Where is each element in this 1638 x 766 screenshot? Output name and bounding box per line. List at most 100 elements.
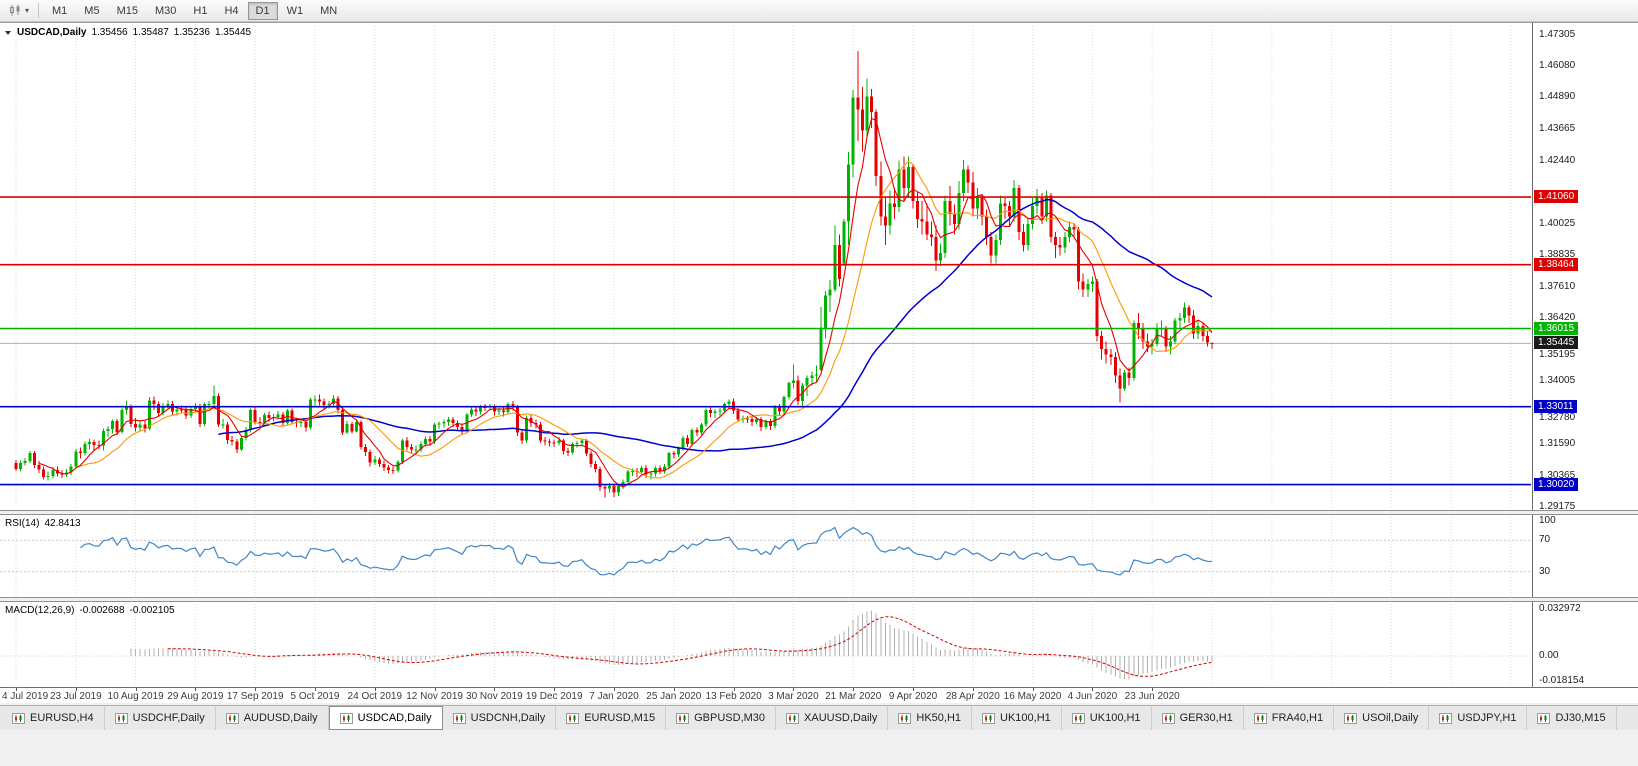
macd-histogram bbox=[130, 610, 1213, 680]
chart-tab-11-GER30-H1[interactable]: GER30,H1 bbox=[1152, 706, 1244, 730]
chart-menu-button[interactable]: ▾ bbox=[4, 3, 33, 18]
time-axis-label: 19 Dec 2019 bbox=[525, 691, 583, 702]
time-axis-label: 9 Apr 2020 bbox=[888, 691, 938, 702]
chart-tab-label: GBPUSD,M30 bbox=[694, 712, 766, 724]
rsi-axis-label: 100 bbox=[1539, 515, 1556, 526]
chart-tab-7-XAUUSD-Daily[interactable]: XAUUSD,Daily bbox=[776, 706, 889, 730]
ohlc-high: 1.35487 bbox=[132, 27, 169, 38]
chart-tab-2-AUDUSD-Daily[interactable]: AUDUSD,Daily bbox=[216, 706, 329, 730]
chart-window: 1.41060 1.38464 1.36015 1.35445 1.33011 1.300… bbox=[0, 22, 1638, 703]
time-axis-label: 13 Feb 2020 bbox=[705, 691, 762, 702]
time-axis-label: 3 Mar 2020 bbox=[768, 691, 819, 702]
time-axis-label: 21 Mar 2020 bbox=[825, 691, 882, 702]
time-axis-tick bbox=[733, 688, 735, 691]
period-button-D1[interactable]: D1 bbox=[247, 1, 278, 20]
chart-tab-10-UK100-H1[interactable]: UK100,H1 bbox=[1062, 706, 1152, 730]
time-axis-label: 16 May 2020 bbox=[1003, 691, 1062, 702]
chart-tab-14-USDJPY-H1[interactable]: USDJPY,H1 bbox=[1429, 706, 1528, 730]
price-axis-label: 1.29175 bbox=[1539, 500, 1576, 512]
chart-tab-1-USDCHF-Daily[interactable]: USDCHF,Daily bbox=[105, 706, 216, 730]
mini-chart-icon bbox=[1537, 712, 1551, 724]
rsi-indicator-label: RSI(14) 42.8413 bbox=[5, 518, 81, 529]
period-button-M5[interactable]: M5 bbox=[84, 4, 100, 17]
period-button-M15[interactable]: M15 bbox=[116, 4, 138, 17]
chart-tab-label: HK50,H1 bbox=[916, 712, 962, 724]
chart-tab-label: USOil,Daily bbox=[1362, 712, 1419, 724]
chart-tab-3-USDCAD-Daily[interactable]: USDCAD,Daily bbox=[328, 706, 443, 730]
time-axis-tick bbox=[494, 688, 496, 691]
price-level-badge: 1.36015 bbox=[1534, 321, 1579, 335]
time-axis-tick bbox=[1152, 688, 1154, 691]
chart-tab-label: USDCNH,Daily bbox=[470, 712, 546, 724]
chart-tab-12-FRA40-H1[interactable]: FRA40,H1 bbox=[1244, 706, 1335, 730]
panel-splitter[interactable] bbox=[0, 597, 1638, 602]
time-axis-tick bbox=[673, 688, 675, 691]
time-axis[interactable]: 4 Jul 2019 23 Jul 2019 10 Aug 2019 29 Aug 2… bbox=[0, 687, 1638, 703]
ohlc-open: 1.35456 bbox=[91, 27, 128, 38]
price-axis[interactable]: 1.41060 1.38464 1.36015 1.35445 1.33011 1.300… bbox=[1532, 23, 1638, 687]
time-axis-label: 5 Oct 2019 bbox=[290, 691, 340, 702]
chart-tab-label: USDCAD,Daily bbox=[357, 712, 432, 724]
mini-chart-icon bbox=[225, 712, 239, 724]
period-button-H4[interactable]: H4 bbox=[224, 4, 239, 17]
chart-tab-5-EURUSD-M15[interactable]: EURUSD,M15 bbox=[556, 706, 667, 730]
time-axis-label: 25 Jan 2020 bbox=[646, 691, 702, 702]
chart-tab-6-GBPUSD-M30[interactable]: GBPUSD,M30 bbox=[666, 706, 777, 730]
toolbar-separator bbox=[38, 3, 40, 18]
period-button-M1[interactable]: M1 bbox=[52, 4, 68, 17]
macd-axis-label: 0.00 bbox=[1539, 650, 1559, 662]
macd-signal-line bbox=[167, 616, 1213, 677]
price-level-badge: 1.30020 bbox=[1534, 477, 1579, 491]
mini-chart-icon bbox=[982, 712, 996, 724]
time-axis-label: 10 Aug 2019 bbox=[107, 691, 164, 702]
macd-main-value: -0.002688 bbox=[79, 605, 125, 616]
chart-symbol-period: USDCAD,Daily bbox=[17, 27, 87, 38]
time-axis-tick bbox=[972, 688, 974, 691]
macd-panel-graphics bbox=[0, 610, 1531, 680]
mini-chart-icon bbox=[1161, 712, 1175, 724]
chart-dropdown-arrow-icon bbox=[5, 30, 11, 35]
horizontal-level-lines bbox=[0, 196, 1531, 486]
time-axis-tick bbox=[1032, 688, 1034, 691]
chart-tab-13-USOil-Daily[interactable]: USOil,Daily bbox=[1334, 706, 1430, 730]
price-axis-label: 1.43665 bbox=[1539, 123, 1576, 135]
ohlc-low: 1.35236 bbox=[173, 27, 210, 38]
mini-chart-icon bbox=[1071, 712, 1085, 724]
chart-tab-9-UK100-H1[interactable]: UK100,H1 bbox=[972, 706, 1062, 730]
macd-indicator-label: MACD(12,26,9) -0.002688 -0.002105 bbox=[5, 605, 175, 616]
time-axis-tick bbox=[554, 688, 556, 691]
time-axis-tick bbox=[853, 688, 855, 691]
panel-splitter[interactable] bbox=[0, 510, 1638, 515]
period-button-MN[interactable]: MN bbox=[320, 4, 338, 17]
chart-title: USDCAD,Daily 1.35456 1.35487 1.35236 1.3… bbox=[4, 27, 251, 38]
price-axis-label: 1.47305 bbox=[1539, 28, 1576, 40]
price-axis-label: 1.38835 bbox=[1539, 249, 1576, 261]
chart-canvas[interactable] bbox=[0, 23, 1532, 687]
chart-tab-8-HK50-H1[interactable]: HK50,H1 bbox=[888, 706, 973, 730]
rsi-panel-graphics bbox=[0, 526, 1531, 576]
candlestick-chart-icon bbox=[10, 4, 20, 16]
period-button-W1[interactable]: W1 bbox=[286, 4, 304, 17]
price-axis-label: 1.44890 bbox=[1539, 91, 1576, 103]
time-axis-tick bbox=[793, 688, 795, 691]
price-level-badge: 1.35445 bbox=[1534, 336, 1579, 350]
macd-name: MACD(12,26,9) bbox=[5, 605, 75, 616]
period-button-M30[interactable]: M30 bbox=[154, 4, 177, 17]
chart-tab-0-EURUSD-H4[interactable]: EURUSD,H4 bbox=[2, 706, 105, 730]
mini-chart-icon bbox=[1344, 712, 1358, 724]
price-axis-label: 1.36420 bbox=[1539, 312, 1576, 323]
time-axis-tick bbox=[135, 688, 137, 691]
price-axis-label: 1.35195 bbox=[1539, 348, 1576, 360]
time-axis-tick bbox=[614, 688, 615, 691]
time-axis-label: 28 Apr 2020 bbox=[945, 691, 1000, 702]
dropdown-caret-icon: ▾ bbox=[25, 5, 30, 15]
time-axis-tick bbox=[195, 688, 197, 691]
mini-chart-icon bbox=[452, 712, 466, 724]
chart-tab-label: USDCHF,Daily bbox=[132, 712, 205, 724]
chart-tab-4-USDCNH-Daily[interactable]: USDCNH,Daily bbox=[443, 706, 557, 730]
mini-chart-icon bbox=[339, 712, 353, 724]
chart-tab-15-DJ30-M15[interactable]: DJ30,M15 bbox=[1527, 706, 1617, 730]
time-axis-label: 4 Jun 2020 bbox=[1067, 691, 1118, 702]
period-button-H1[interactable]: H1 bbox=[193, 4, 208, 17]
time-axis-label: 23 Jun 2020 bbox=[1124, 691, 1180, 702]
